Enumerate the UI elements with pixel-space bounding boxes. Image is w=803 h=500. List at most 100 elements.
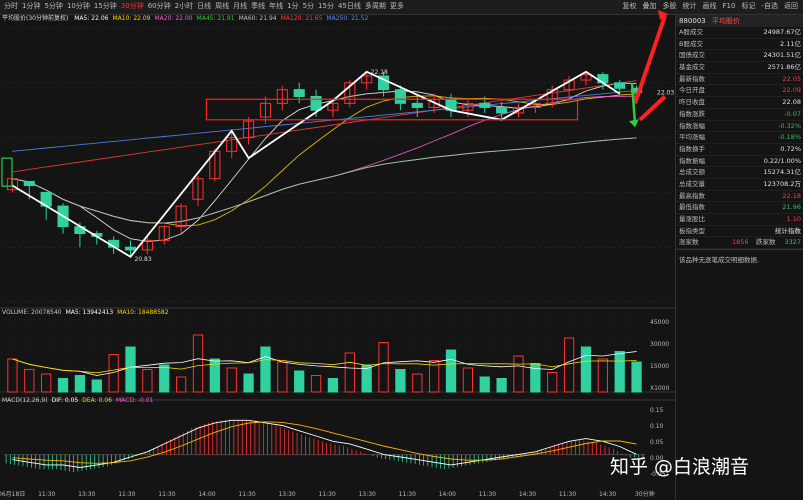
quote-row: 指数涨跌 -0.07 <box>676 109 803 121</box>
volume-bar <box>243 373 254 393</box>
quote-label: 总成交额 <box>679 168 705 177</box>
quote-value: 15274.31亿 <box>763 168 801 177</box>
quote-label: 平均涨幅 <box>679 133 705 142</box>
volume-bar <box>277 361 288 393</box>
period-tab-17[interactable]: 多周期 <box>364 2 386 10</box>
quote-row: 国债成交 24301.51亿 <box>676 50 803 63</box>
period-tab-1[interactable]: 1分钟 <box>22 2 41 10</box>
watermark: 知乎 @白浪潮音 <box>610 456 750 478</box>
macd-legend-item: MACD(12,26,9) <box>2 397 48 404</box>
quote-row: 量涨股比 1.10 <box>676 214 803 226</box>
quote-value: 2571.86亿 <box>767 63 801 72</box>
quote-panel: 880003 平均股价 A股成交 24987.67亿 B股成交 2.11亿 国债成交 24… <box>675 15 803 500</box>
ma120-line <box>12 80 637 173</box>
legend-item-0: MA5: 22.06 <box>74 15 109 22</box>
candle <box>310 96 322 111</box>
quote-row: 最低指数 21.96 <box>676 202 803 214</box>
volume-axis-label: 30000 <box>650 341 669 348</box>
red-arrow-up <box>633 15 667 104</box>
volume-bar <box>412 373 423 393</box>
volume-bar <box>479 376 490 393</box>
quote-value: 22.05 <box>782 74 801 83</box>
stock-chart[interactable]: 22.18 20.83 22.03 45000 30000 15000 X1000 0.15 0… <box>0 0 675 500</box>
x-tick-label: 11:30 <box>479 491 496 498</box>
tool-button-8[interactable]: 返回 <box>784 2 798 10</box>
trend-zigzag <box>11 70 621 258</box>
volume-bar <box>614 351 625 393</box>
candle <box>141 239 153 251</box>
quote-label: 最高指数 <box>679 191 705 200</box>
period-tab-18[interactable]: 更多 <box>389 2 404 10</box>
quote-label: 指数涨跌 <box>679 109 705 118</box>
tool-button-7[interactable]: -自选 <box>761 2 778 10</box>
legend-title: 平均股价(30分钟前复权) <box>2 15 69 22</box>
ma45-line <box>12 137 637 224</box>
period-tab-14[interactable]: 5分 <box>302 2 315 10</box>
macd-legend-item: MACD: -0.01 <box>115 397 154 404</box>
period-tab-6[interactable]: 60分钟 <box>147 2 171 10</box>
quote-value: 0.22/1.00% <box>763 156 801 165</box>
period-tab-9[interactable]: 周线 <box>215 2 230 10</box>
volume-bar <box>24 369 35 393</box>
period-tab-0[interactable]: 分时 <box>4 2 18 10</box>
macd-axis-label: 0.10 <box>650 423 664 430</box>
quote-row: B股成交 2.11亿 <box>676 39 803 51</box>
low-label: 20.83 <box>135 256 152 263</box>
ma-legend: 平均股价(30分钟前复权) MA5: 22.06 MA10: 22.09 MA20:… <box>2 15 372 23</box>
candle <box>259 102 272 118</box>
volume-bar <box>530 363 541 393</box>
period-tab-2[interactable]: 5分钟 <box>44 2 63 10</box>
candle <box>512 106 525 114</box>
breadth-row: 涨家数 1856 跌家数 3327 <box>676 237 803 250</box>
quote-value: 24987.67亿 <box>763 28 801 36</box>
x-tick-label: 11:30 <box>38 491 55 498</box>
period-tab-12[interactable]: 年线 <box>269 2 284 10</box>
x-tick-label: 14:30 <box>519 491 536 498</box>
quote-label: 最低指数 <box>679 203 705 212</box>
tool-button-1[interactable]: 叠加 <box>642 2 657 10</box>
volume-bar <box>395 369 406 393</box>
period-tab-7[interactable]: 2小时 <box>174 2 194 10</box>
x-tick-label: 14:00 <box>198 491 215 498</box>
dif-line <box>12 419 637 468</box>
macd-legend: MACD(12,26,9) DIF: 0.05 DEA: 0.06 MACD: -0.… <box>2 397 157 404</box>
quote-row: 指数换手 0.72% <box>676 144 803 156</box>
red-arrow-head <box>658 10 668 20</box>
quote-label: 指数换手 <box>679 144 705 153</box>
x-tick-label: 11:30 <box>399 491 416 498</box>
volume-bar <box>192 334 204 393</box>
volume-bar <box>547 372 558 393</box>
period-tab-3[interactable]: 10分钟 <box>66 2 90 10</box>
candle <box>529 102 541 108</box>
tool-button-3[interactable]: 统计 <box>682 2 697 10</box>
tool-button-4[interactable]: 画线 <box>702 2 717 10</box>
quote-value: 0.72% <box>780 144 801 153</box>
candle <box>293 89 305 98</box>
up-count-label: 涨家数 <box>679 238 699 247</box>
tool-button-0[interactable]: 复权 <box>622 2 637 10</box>
period-tab-15[interactable]: 15分 <box>318 2 334 10</box>
period-tab-5[interactable]: 30分钟 <box>120 2 144 10</box>
period-tab-16[interactable]: 45日线 <box>337 2 361 10</box>
period-tab-4[interactable]: 15分钟 <box>93 2 117 10</box>
volume-bar <box>563 337 575 393</box>
x-tick-label: 11:30 <box>238 491 255 498</box>
macd-axis-label: -0.05 <box>650 471 666 478</box>
volume-axis-label: X1000 <box>650 385 670 392</box>
volume-bar <box>310 375 322 393</box>
period-tab-10[interactable]: 月线 <box>233 2 248 10</box>
x-tick-label: 11:30 <box>559 491 576 498</box>
period-tab-13[interactable]: 1分 <box>287 2 299 10</box>
last-price-label: 22.03 <box>657 89 674 96</box>
legend-item-5: MA120: 21.65 <box>280 15 323 22</box>
up-count: 1856 <box>732 238 749 247</box>
candle <box>276 89 288 104</box>
quote-row: 最高指数 22.18 <box>676 191 803 203</box>
period-tab-11[interactable]: 季线 <box>251 2 266 10</box>
tool-button-6[interactable]: 标记 <box>741 2 756 10</box>
tool-button-2[interactable]: 多股 <box>662 2 677 10</box>
tool-button-5[interactable]: F10 <box>722 2 736 10</box>
period-tab-8[interactable]: 日线 <box>197 2 212 10</box>
candle <box>226 137 238 152</box>
x-tick-label: 13:30 <box>278 491 295 498</box>
